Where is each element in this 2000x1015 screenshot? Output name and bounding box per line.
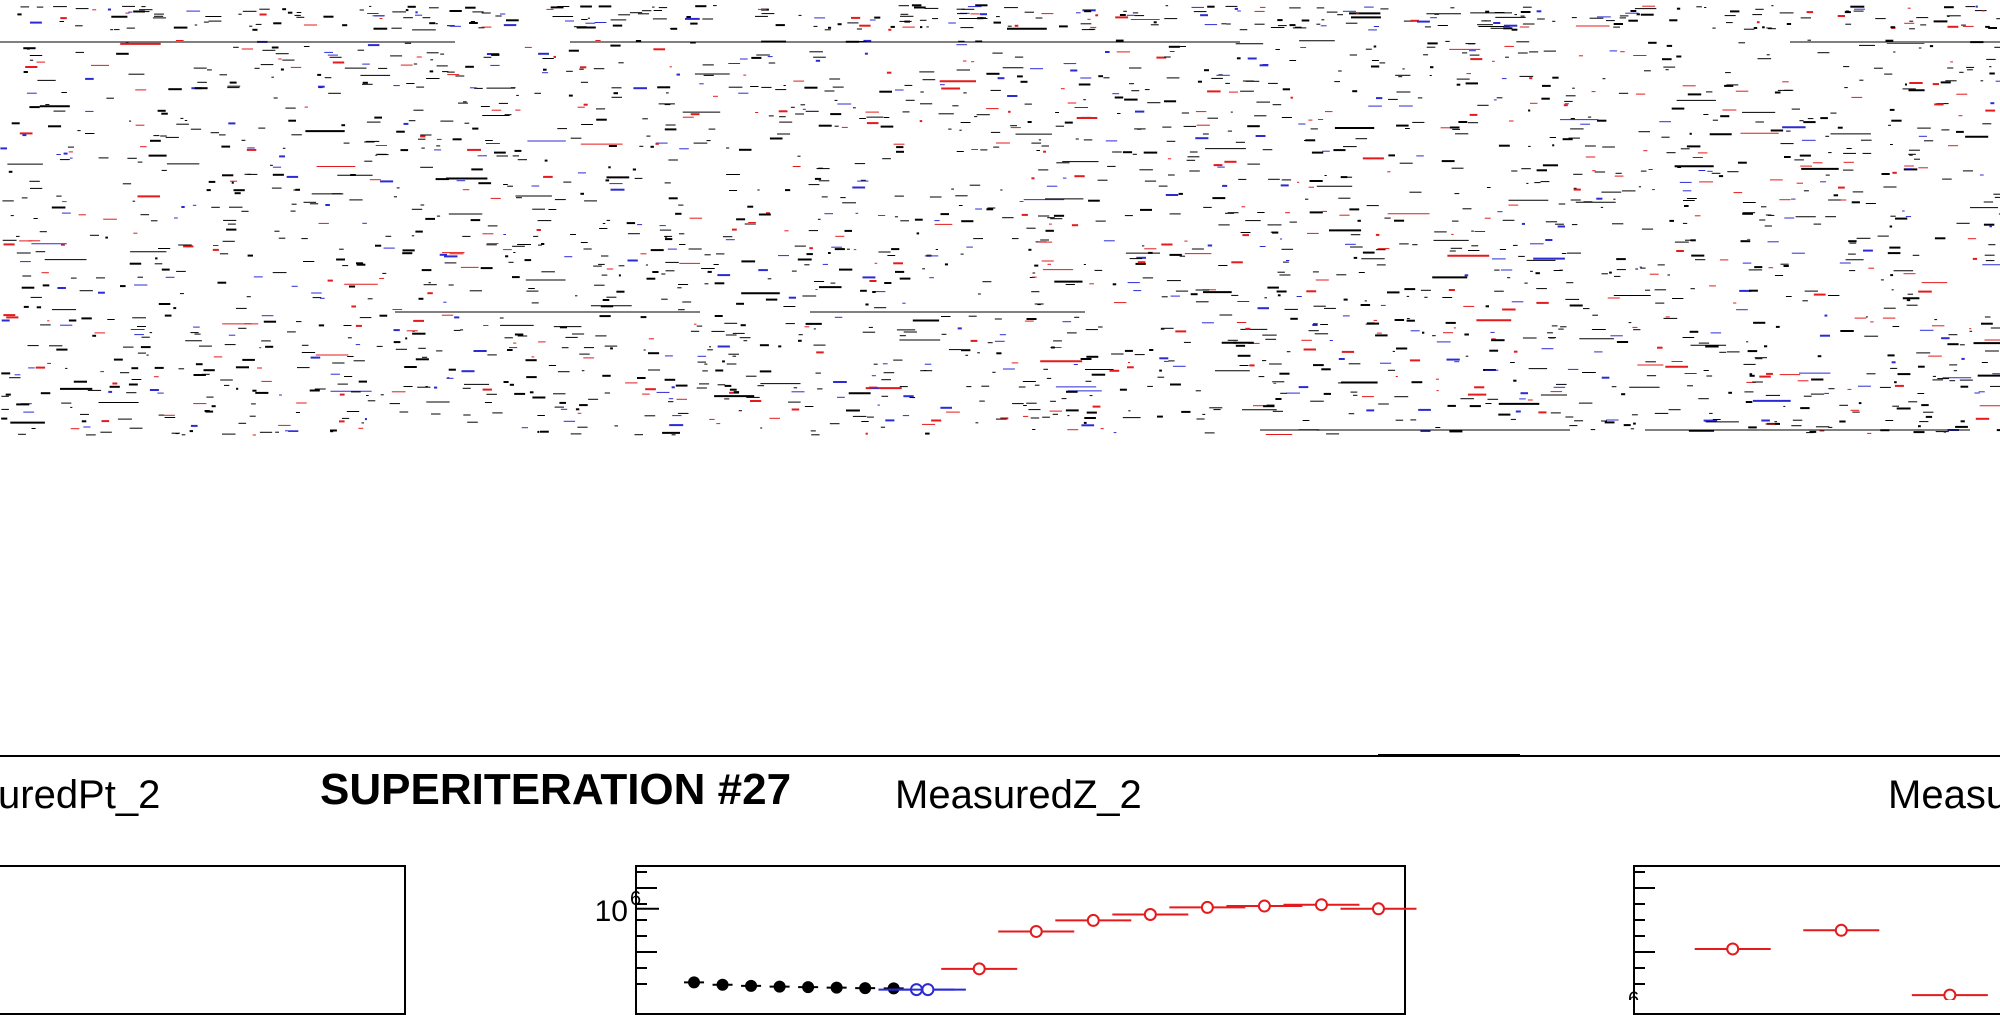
data-point (830, 981, 843, 994)
data-point (802, 981, 815, 994)
panel-title-right: Measu (1888, 773, 2000, 817)
data-point (1726, 942, 1740, 956)
data-point (972, 962, 986, 976)
center-plot: 10 6 (595, 871, 1417, 997)
data-point (921, 983, 935, 997)
data-point (1371, 902, 1385, 916)
y-tick-label: 10 (1593, 995, 1626, 1000)
data-point (745, 979, 758, 992)
data-point (688, 976, 701, 989)
page-separator-line (0, 755, 2000, 757)
data-point (1200, 900, 1214, 914)
data-point (859, 982, 872, 995)
data-point (1943, 988, 1957, 1000)
data-point (1314, 898, 1328, 912)
noise-dashes (0, 4, 2000, 436)
panel-title-left: uredPt_2 (0, 773, 161, 817)
data-point (1086, 913, 1100, 927)
data-point (1029, 924, 1043, 938)
glitch-noise-band (0, 4, 2000, 436)
page-separator-accent (1378, 754, 1520, 757)
data-point (1834, 923, 1848, 937)
data-point (716, 978, 729, 991)
y-tick-exponent: 6 (1628, 988, 1639, 1000)
data-point (1257, 899, 1271, 913)
superiteration-label: SUPERITERATION #27 (320, 765, 792, 814)
panel-title-center: MeasuredZ_2 (895, 773, 1142, 817)
right-plot: 106 (1593, 871, 1988, 1000)
y-tick-label: 10 (595, 895, 628, 928)
data-point (1143, 907, 1157, 921)
data-point (887, 982, 900, 995)
data-point (773, 980, 786, 993)
y-tick-exponent: 6 (630, 888, 641, 910)
